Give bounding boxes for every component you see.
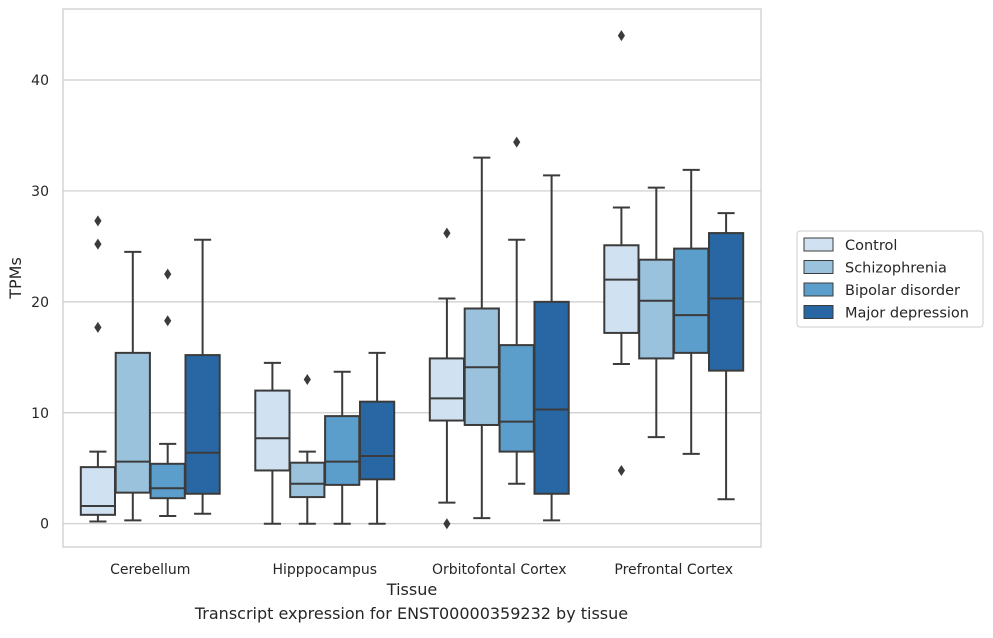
box-control [603, 30, 640, 476]
box-body [289, 461, 326, 499]
box-major-depression [184, 238, 221, 515]
outlier-point [94, 215, 102, 227]
legend-label: Schizophrenia [845, 261, 947, 277]
outlier-point [617, 464, 625, 476]
box-body [114, 351, 151, 494]
box-body [603, 244, 640, 334]
box-body [498, 344, 535, 453]
box-schizophrenia [638, 186, 675, 439]
x-tick-labels: Cerebellum Hipppocampus Orbitofontal Corte… [110, 562, 733, 578]
box-major-depression [533, 174, 570, 522]
outlier-point [443, 227, 451, 239]
x-tick-label: Cerebellum [110, 562, 190, 578]
x-tick-label: Hipppocampus [272, 562, 377, 578]
legend-items: Control Schizophrenia Bipolar disorder Majo… [803, 237, 969, 322]
outlier-point [617, 30, 625, 42]
y-axis-label: TPMs [6, 257, 25, 300]
box-control [254, 361, 291, 525]
grid-layer [63, 79, 761, 525]
box-control [428, 227, 466, 530]
box-schizophrenia [289, 373, 326, 525]
box-body [533, 300, 570, 495]
outlier-point [94, 321, 102, 333]
y-tick-labels: 0 10 20 30 40 [31, 73, 49, 533]
box-bipolar-disorder [498, 136, 535, 485]
box-body [673, 247, 710, 354]
box-body [707, 232, 745, 372]
box-schizophrenia [463, 156, 500, 520]
outlier-point [513, 136, 521, 148]
legend-swatch [803, 237, 834, 252]
box-body [149, 462, 186, 500]
box-body [358, 400, 396, 481]
legend: Control Schizophrenia Bipolar disorder Majo… [796, 230, 984, 328]
x-tick-label: Prefrontal Cortex [614, 562, 733, 578]
y-tick-label: 10 [31, 406, 49, 422]
legend-swatch [803, 260, 834, 274]
x-axis-label: Tissue [386, 580, 437, 599]
outlier-point [164, 315, 172, 327]
plot-frame [62, 8, 762, 548]
box-body [428, 357, 466, 422]
box-control [79, 215, 117, 523]
box-body [79, 466, 117, 516]
box-bipolar-disorder [149, 268, 186, 517]
legend-label: Major depression [845, 306, 969, 322]
outlier-point [94, 238, 102, 250]
outlier-point [303, 373, 311, 385]
y-tick-label: 0 [40, 517, 49, 533]
chart-caption: Transcript expression for ENST0000035923… [194, 604, 629, 623]
box-body [324, 415, 361, 486]
box-body [254, 389, 291, 472]
outlier-point [443, 518, 451, 530]
box-body [638, 258, 675, 360]
legend-frame [796, 230, 984, 328]
box-major-depression [358, 351, 396, 525]
legend-label: Bipolar disorder [845, 283, 960, 299]
box-layer [79, 30, 745, 530]
y-tick-label: 40 [31, 73, 49, 89]
x-tick-label: Orbitofontal Cortex [432, 562, 567, 578]
box-bipolar-disorder [324, 370, 361, 525]
legend-swatch [803, 305, 834, 319]
y-tick-label: 30 [31, 184, 49, 200]
box-body [184, 354, 221, 495]
box-bipolar-disorder [673, 168, 710, 455]
legend-label: Control [845, 238, 897, 254]
outlier-point [164, 268, 172, 280]
box-schizophrenia [114, 250, 151, 522]
box-major-depression [707, 212, 745, 501]
legend-swatch [803, 282, 834, 297]
y-tick-label: 20 [31, 295, 49, 311]
